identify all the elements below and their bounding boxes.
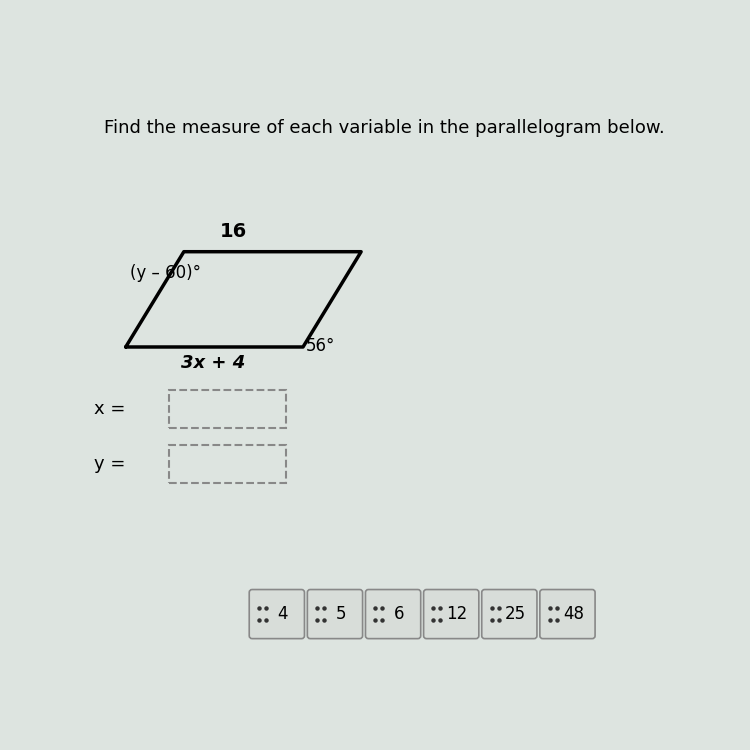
Text: y =: y = bbox=[94, 455, 126, 473]
Text: 6: 6 bbox=[394, 605, 404, 623]
Text: 5: 5 bbox=[335, 605, 346, 623]
Text: 4: 4 bbox=[278, 605, 288, 623]
Text: 16: 16 bbox=[220, 222, 247, 242]
FancyBboxPatch shape bbox=[540, 590, 595, 639]
FancyBboxPatch shape bbox=[424, 590, 478, 639]
Bar bbox=[170, 390, 286, 427]
FancyBboxPatch shape bbox=[365, 590, 421, 639]
Text: Find the measure of each variable in the parallelogram below.: Find the measure of each variable in the… bbox=[104, 118, 664, 136]
FancyBboxPatch shape bbox=[482, 590, 537, 639]
FancyBboxPatch shape bbox=[249, 590, 304, 639]
Text: (y – 60)°: (y – 60)° bbox=[130, 265, 201, 283]
Bar bbox=[170, 446, 286, 483]
Text: 12: 12 bbox=[446, 605, 468, 623]
Text: 3x + 4: 3x + 4 bbox=[181, 355, 245, 373]
Text: x =: x = bbox=[94, 400, 126, 418]
Text: 48: 48 bbox=[562, 605, 584, 623]
Text: 25: 25 bbox=[505, 605, 526, 623]
FancyBboxPatch shape bbox=[308, 590, 362, 639]
Text: 56°: 56° bbox=[306, 337, 335, 355]
